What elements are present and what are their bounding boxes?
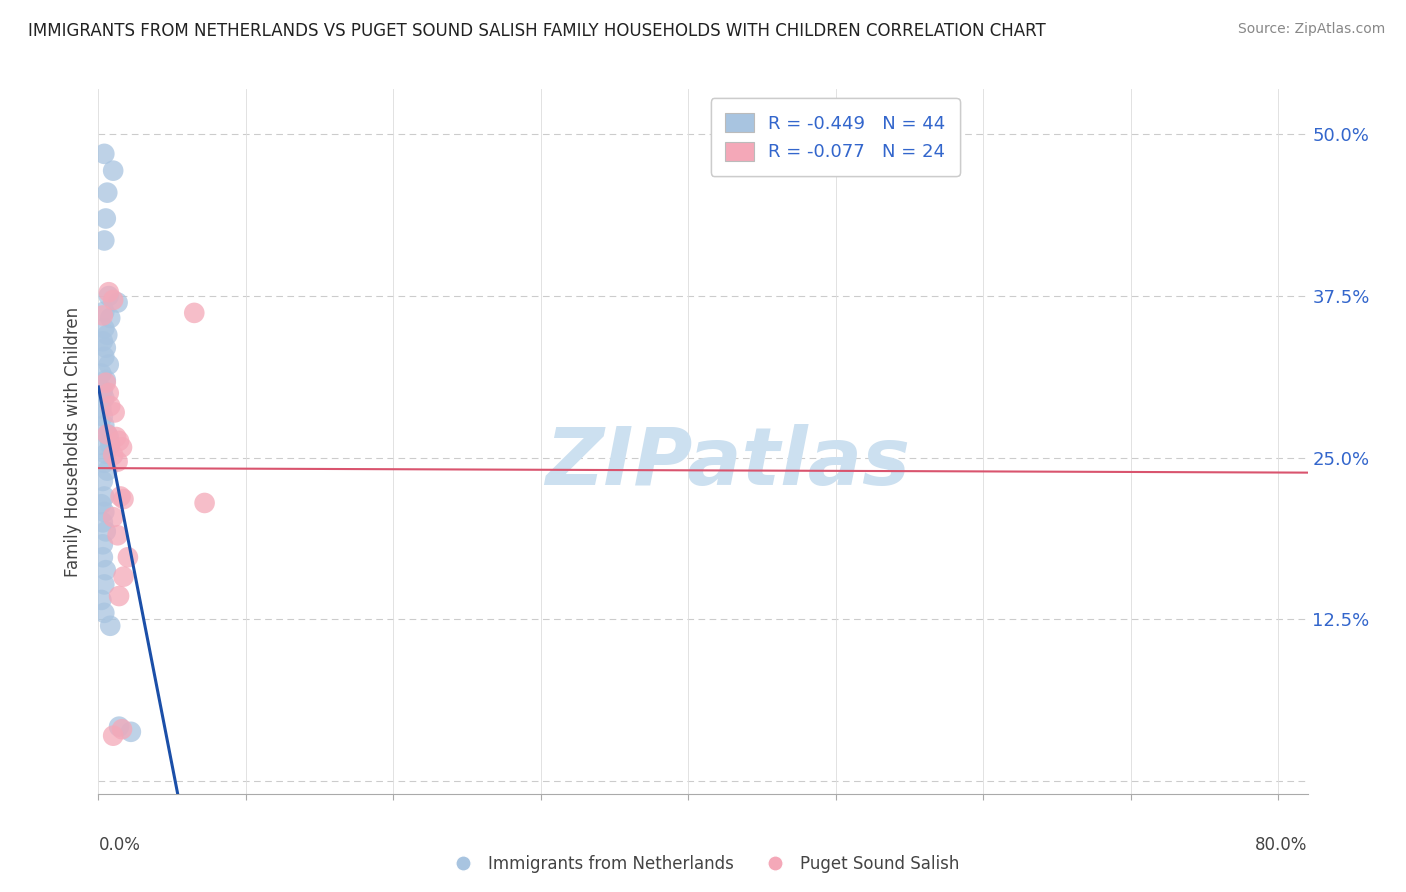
Point <box>96 427 118 442</box>
Point <box>94 447 117 461</box>
Point <box>104 405 127 419</box>
Text: ZIPatlas: ZIPatlas <box>544 424 910 501</box>
Point <box>93 418 115 433</box>
Point <box>120 724 142 739</box>
Point <box>98 399 121 413</box>
Point <box>94 341 117 355</box>
Point <box>93 577 115 591</box>
Point <box>96 427 118 442</box>
Point <box>93 490 115 504</box>
Point <box>110 490 132 504</box>
Point <box>91 516 114 530</box>
Point <box>90 497 112 511</box>
Point <box>97 386 120 401</box>
Point <box>91 334 114 349</box>
Text: IMMIGRANTS FROM NETHERLANDS VS PUGET SOUND SALISH FAMILY HOUSEHOLDS WITH CHILDRE: IMMIGRANTS FROM NETHERLANDS VS PUGET SOU… <box>28 22 1046 40</box>
Text: 0.0%: 0.0% <box>98 836 141 855</box>
Point <box>94 376 117 390</box>
Point <box>108 720 131 734</box>
Point <box>91 409 114 424</box>
Point <box>97 430 120 444</box>
Point <box>93 321 115 335</box>
Point <box>91 384 114 398</box>
Point <box>91 474 114 488</box>
Point <box>96 464 118 478</box>
Point <box>105 430 128 444</box>
Point <box>98 311 121 326</box>
Legend: R = -0.449   N = 44, R = -0.077   N = 24: R = -0.449 N = 44, R = -0.077 N = 24 <box>710 98 960 176</box>
Point <box>101 293 124 307</box>
Point <box>94 373 117 387</box>
Point <box>90 438 112 452</box>
Point <box>194 496 217 510</box>
Point <box>90 367 112 381</box>
Point <box>107 528 129 542</box>
Point <box>101 729 124 743</box>
Point <box>183 306 205 320</box>
Point <box>96 327 118 342</box>
Point <box>112 492 135 507</box>
Point <box>101 510 124 524</box>
Point <box>112 569 135 583</box>
Point <box>97 358 120 372</box>
Text: 80.0%: 80.0% <box>1256 836 1308 855</box>
Point <box>93 606 115 620</box>
Point <box>97 289 120 303</box>
Point <box>90 593 112 607</box>
Point <box>93 350 115 364</box>
Y-axis label: Family Households with Children: Family Households with Children <box>65 307 83 576</box>
Point <box>108 434 131 448</box>
Point <box>93 391 115 405</box>
Point <box>91 550 114 565</box>
Point <box>93 304 115 318</box>
Point <box>101 448 124 462</box>
Point <box>108 589 131 603</box>
Point <box>93 456 115 470</box>
Point <box>94 524 117 539</box>
Point <box>91 537 114 551</box>
Point <box>98 619 121 633</box>
Point <box>91 309 114 323</box>
Point <box>98 438 121 452</box>
Point <box>94 563 117 577</box>
Point <box>97 285 120 300</box>
Legend: Immigrants from Netherlands, Puget Sound Salish: Immigrants from Netherlands, Puget Sound… <box>440 848 966 880</box>
Point <box>111 723 134 737</box>
Point <box>101 163 124 178</box>
Point <box>93 234 115 248</box>
Point <box>90 401 112 416</box>
Point <box>93 146 115 161</box>
Point <box>107 295 129 310</box>
Point <box>111 441 134 455</box>
Point <box>117 550 139 565</box>
Point <box>107 454 129 468</box>
Point <box>96 186 118 200</box>
Text: Source: ZipAtlas.com: Source: ZipAtlas.com <box>1237 22 1385 37</box>
Point <box>93 505 115 519</box>
Point <box>94 211 117 226</box>
